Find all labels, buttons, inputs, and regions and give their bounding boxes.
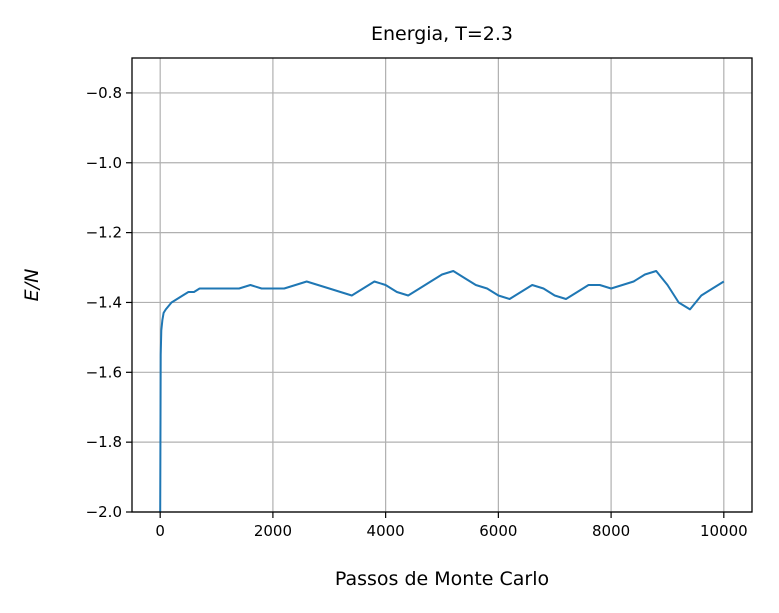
x-tick-label: 2000 [254, 522, 292, 540]
x-tick-label: 0 [155, 522, 165, 540]
x-axis-label: Passos de Monte Carlo [335, 568, 549, 590]
x-tick-label: 6000 [479, 522, 517, 540]
plot-frame [131, 57, 753, 513]
y-tick-label: −1.0 [86, 154, 122, 172]
y-ticks: −2.0 −1.8 −1.6 −1.4 −1.2 −1.0 −0.8 [86, 84, 132, 521]
series-line [159, 270, 725, 513]
y-tick-label: −0.8 [86, 84, 122, 102]
chart-title: Energia, T=2.3 [371, 23, 513, 45]
y-tick-label: −1.8 [86, 433, 122, 451]
y-tick-label: −1.2 [86, 224, 122, 242]
x-tick-label: 4000 [367, 522, 405, 540]
x-tick-label: 8000 [592, 522, 630, 540]
x-tick-label: 10000 [700, 522, 748, 540]
series-layer [159, 270, 725, 513]
x-ticks: 0 2000 4000 6000 8000 10000 [155, 512, 748, 540]
y-tick-label: −1.4 [86, 293, 122, 311]
y-tick-label: −1.6 [86, 363, 122, 381]
y-axis-label: E/N [21, 269, 43, 302]
y-tick-label: −2.0 [86, 503, 122, 521]
